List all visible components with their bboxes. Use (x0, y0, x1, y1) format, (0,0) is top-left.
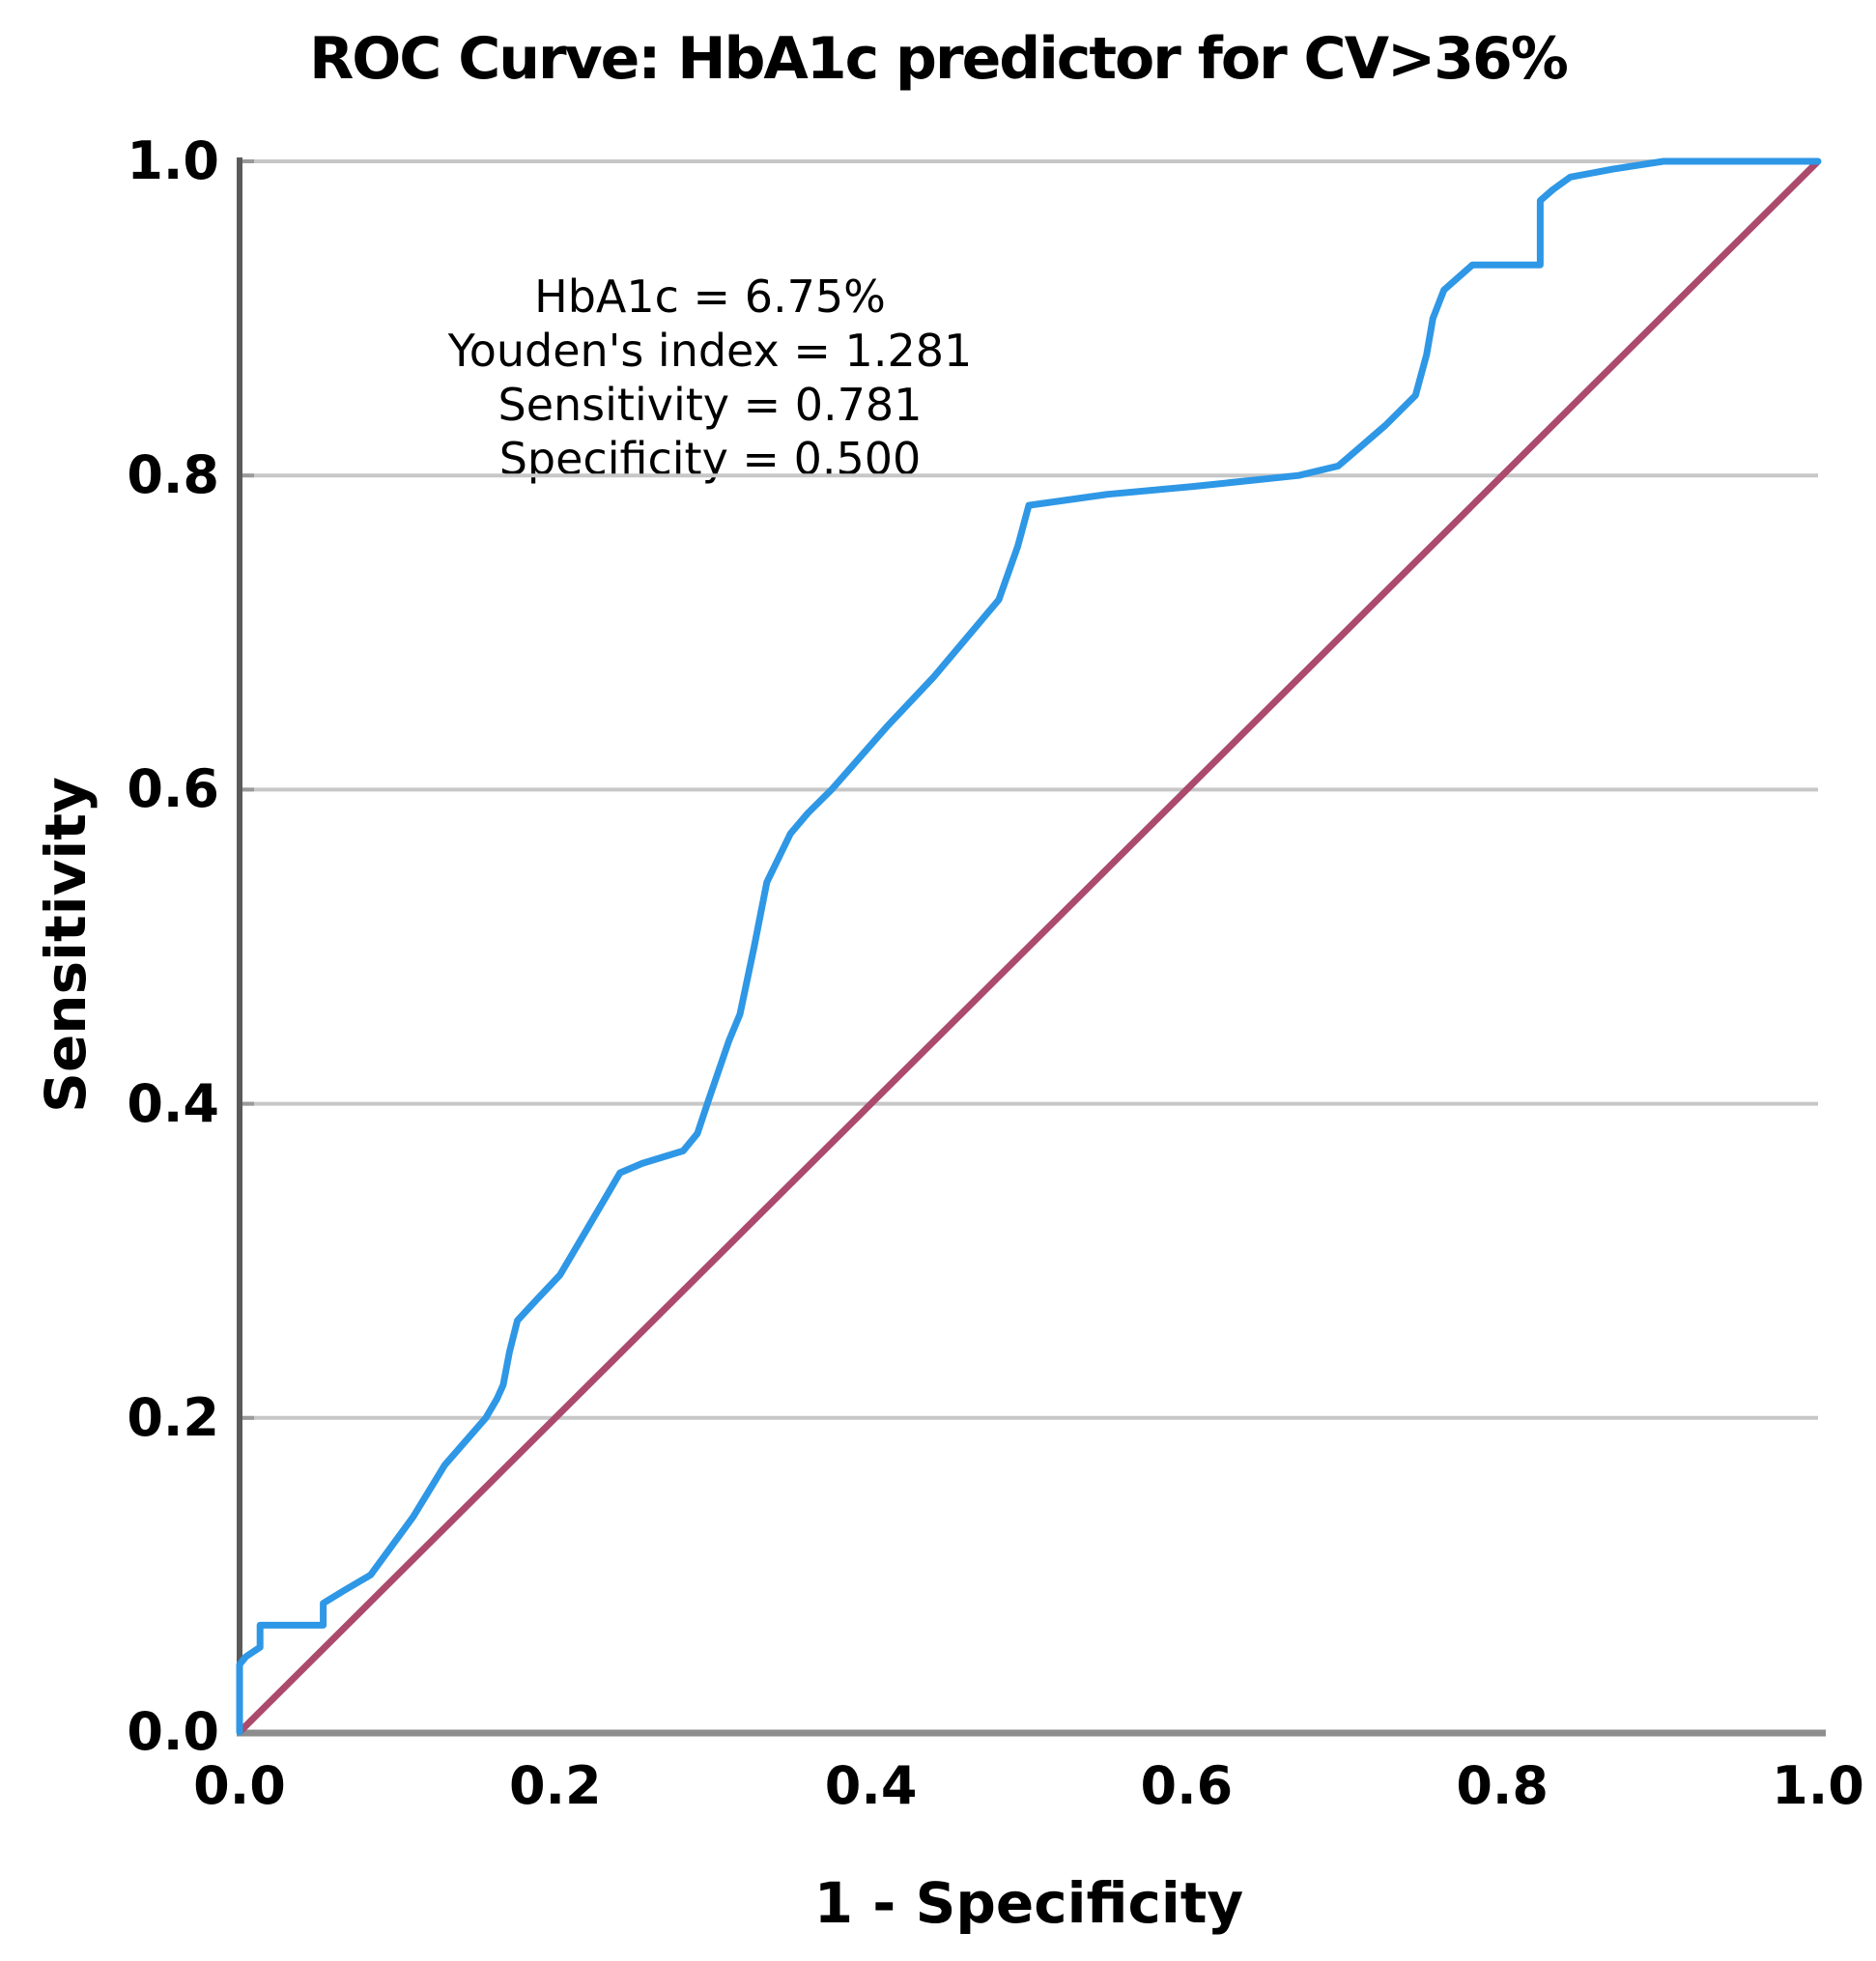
x-tick-label-0.6: 0.6 (1140, 1755, 1234, 1816)
x-tick-label-0.4: 0.4 (824, 1755, 918, 1816)
y-tick-label-1.0: 1.0 (127, 130, 219, 191)
annotation-line-youden: Youden's index = 1.281 (447, 325, 973, 377)
y-tick-label-0.2: 0.2 (127, 1386, 219, 1448)
chart-title: ROC Curve: HbA1c predictor for CV>36% (309, 25, 1569, 93)
y-axis-title: Sensitivity (33, 777, 99, 1113)
annotation-line-sensitivity: Sensitivity = 0.781 (497, 379, 923, 431)
annotation-line-hba1c: HbA1c = 6.75% (534, 270, 886, 323)
gridlines (240, 159, 1818, 1420)
roc-curve-line (236, 157, 1822, 1736)
x-axis-title: 1 - Specificity (813, 1870, 1244, 1936)
y-tick-label-0.8: 0.8 (127, 444, 219, 506)
x-tick-label-0.2: 0.2 (508, 1755, 602, 1816)
reference-diagonal-line (237, 158, 1821, 1735)
y-tick-label-0.6: 0.6 (127, 758, 219, 820)
y-tick-label-0.4: 0.4 (127, 1072, 219, 1134)
y-tick-label-0.0: 0.0 (127, 1701, 219, 1762)
x-tick-label-0.8: 0.8 (1456, 1755, 1549, 1816)
x-tick-label-0.0: 0.0 (193, 1755, 286, 1816)
x-tick-label-1.0: 1.0 (1772, 1755, 1864, 1816)
